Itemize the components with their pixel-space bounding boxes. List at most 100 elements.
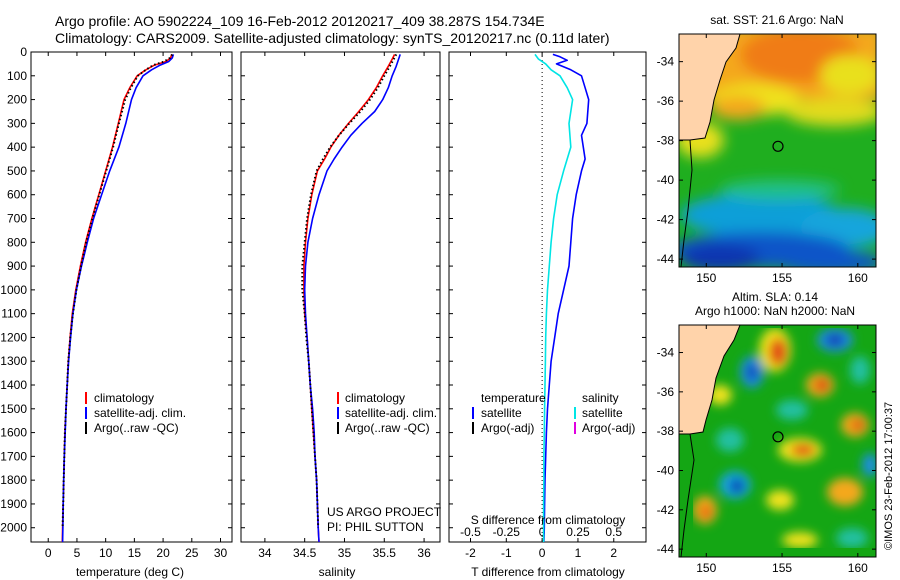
- difference-series: [534, 53, 590, 542]
- difference-legend: temperature satellite Argo(-adj) salinit…: [472, 391, 635, 435]
- s-diff-tick-label: -0.5: [460, 525, 481, 539]
- legend-label-sal-satellite: satellite: [582, 406, 623, 420]
- series-line-temperature-satellite: [543, 53, 590, 542]
- map-y-tick-label: -38: [657, 424, 675, 438]
- salinity-axes-box: [240, 51, 441, 543]
- sla-blobs: [693, 328, 876, 548]
- x-tick-label: 10: [99, 546, 113, 560]
- figure-title-line1: Argo profile: AO 5902224_109 16-Feb-2012…: [55, 13, 545, 29]
- sla-field: [679, 325, 876, 557]
- map-x-tick-label: 150: [696, 271, 716, 285]
- salinity-ticks: 34 34.5 35 35.5 36: [241, 51, 440, 560]
- map-y-tick-label: -40: [657, 463, 675, 477]
- temperature-axes-box: [30, 51, 233, 543]
- argo-float-marker: [772, 431, 784, 443]
- map-x-tick-label: 150: [696, 561, 716, 575]
- y-tick-label: 1600: [0, 426, 27, 440]
- map-y-tick-label: -36: [657, 94, 675, 108]
- map-x-tick-label: 160: [848, 561, 868, 575]
- temperature-ticks: 0 5 10 15 20 25 300100200300400500600700800900…: [0, 45, 232, 560]
- x-tick-label: 34.5: [293, 546, 317, 560]
- pi-annotation: PI: PHIL SUTTON: [327, 520, 424, 534]
- y-tick-label: 1500: [0, 402, 27, 416]
- map-y-tick-label: -42: [657, 213, 675, 227]
- sst-blobs: [679, 34, 876, 267]
- sla-map-subtitle: Argo h1000: NaN h2000: NaN: [695, 304, 855, 318]
- temperature-profile-panel: 0 5 10 15 20 25 300100200300400500600700800900…: [0, 45, 233, 579]
- x-tick-label: 15: [128, 546, 142, 560]
- coastline-south: [679, 433, 695, 557]
- t-difference-x-label: T difference from climatology: [471, 565, 625, 579]
- sst-map-title: sat. SST: 21.6 Argo: NaN: [710, 13, 843, 27]
- y-tick-label: 800: [7, 235, 27, 249]
- sst-field: [679, 34, 876, 267]
- map-x-tick-label: 155: [772, 561, 792, 575]
- series-line-argo-raw-qc: [61, 53, 174, 528]
- difference-ticks: -2 -1 0 1 2 -0.5 -0.25 0 0.25 0.5: [449, 51, 646, 560]
- y-tick-label: 1400: [0, 378, 27, 392]
- legend-label-satellite: satellite-adj. clim.: [94, 406, 186, 420]
- s-diff-tick-label: 0.5: [605, 525, 622, 539]
- temperature-legend: climatology satellite-adj. clim. Argo(..…: [85, 391, 186, 435]
- y-tick-label: 300: [7, 116, 27, 130]
- argo-float-marker: [772, 140, 784, 152]
- salinity-x-label: salinity: [319, 565, 356, 579]
- x-tick-label: -1: [501, 546, 512, 560]
- x-tick-label: 35.5: [373, 546, 397, 560]
- map-y-tick-label: -34: [657, 55, 675, 69]
- x-tick-label: 30: [214, 546, 228, 560]
- legend-label-climatology: climatology: [345, 391, 405, 405]
- legend-label-satellite: satellite-adj. clim.: [345, 406, 437, 420]
- legend-label-argo: Argo(..raw -QC): [94, 421, 179, 435]
- x-tick-label: 35: [338, 546, 352, 560]
- map-x-tick-label: 155: [772, 271, 792, 285]
- y-tick-label: 100: [7, 69, 27, 83]
- salinity-series: [301, 53, 401, 542]
- map-y-tick-label: -38: [657, 134, 675, 148]
- x-tick-label: 34: [258, 546, 272, 560]
- s-diff-tick-label: -0.25: [493, 525, 521, 539]
- y-tick-label: 400: [7, 140, 27, 154]
- map-x-tick-label: 160: [848, 271, 868, 285]
- map-y-tick-label: -42: [657, 503, 675, 517]
- y-tick-label: 500: [7, 164, 27, 178]
- map-y-tick-label: -44: [657, 252, 675, 266]
- legend-label-climatology: climatology: [94, 391, 154, 405]
- x-tick-label: -2: [465, 546, 476, 560]
- y-tick-label: 1000: [0, 283, 27, 297]
- y-tick-label: 600: [7, 188, 27, 202]
- sla-axes-box: [678, 324, 877, 558]
- y-tick-label: 1200: [0, 330, 27, 344]
- x-tick-label: 5: [74, 546, 81, 560]
- imos-watermark: ©IMOS 23-Feb-2012 17:00:37: [883, 402, 895, 550]
- s-diff-tick-label: 0: [539, 525, 546, 539]
- map-y-tick-label: -40: [657, 173, 675, 187]
- s-diff-tick-label: 0.25: [566, 525, 590, 539]
- map-y-tick-label: -34: [657, 346, 675, 360]
- map-y-tick-label: -36: [657, 385, 675, 399]
- sst-ticks: 150 155 160 -34 -36 -38 -40 -42 -44: [657, 34, 876, 285]
- sla-map-panel: Altim. SLA: 0.14 Argo h1000: NaN h2000: …: [657, 290, 877, 575]
- x-tick-label: 1: [575, 546, 582, 560]
- legend-title-salinity: salinity: [582, 391, 619, 405]
- sst-axes-box: [678, 33, 877, 268]
- y-tick-label: 1300: [0, 354, 27, 368]
- salinity-profile-panel: 34 34.5 35 35.5 36 salinity climatology sate…: [240, 51, 442, 579]
- map-y-tick-label: -44: [657, 542, 675, 556]
- y-tick-label: 700: [7, 212, 27, 226]
- temperature-series: [61, 53, 175, 542]
- y-tick-label: 2000: [0, 521, 27, 535]
- figure-title-line2: Climatology: CARS2009. Satellite-adjuste…: [55, 30, 610, 46]
- sla-map-title: Altim. SLA: 0.14: [732, 290, 818, 304]
- legend-label-temp-satellite: satellite: [481, 406, 522, 420]
- coastline-south: [679, 139, 693, 267]
- legend-label-argo: Argo(..raw -QC): [345, 421, 430, 435]
- sst-map-panel: sat. SST: 21.6 Argo: NaN 150 1: [657, 13, 877, 285]
- x-tick-label: 25: [185, 546, 199, 560]
- y-tick-label: 1900: [0, 497, 27, 511]
- y-tick-label: 900: [7, 259, 27, 273]
- sla-ticks: 150 155 160 -34 -36 -38 -40 -42 -44: [657, 325, 876, 575]
- s-difference-x-label: S difference from climatology: [471, 513, 626, 527]
- series-line-satellite-adj-clim: [61, 54, 175, 542]
